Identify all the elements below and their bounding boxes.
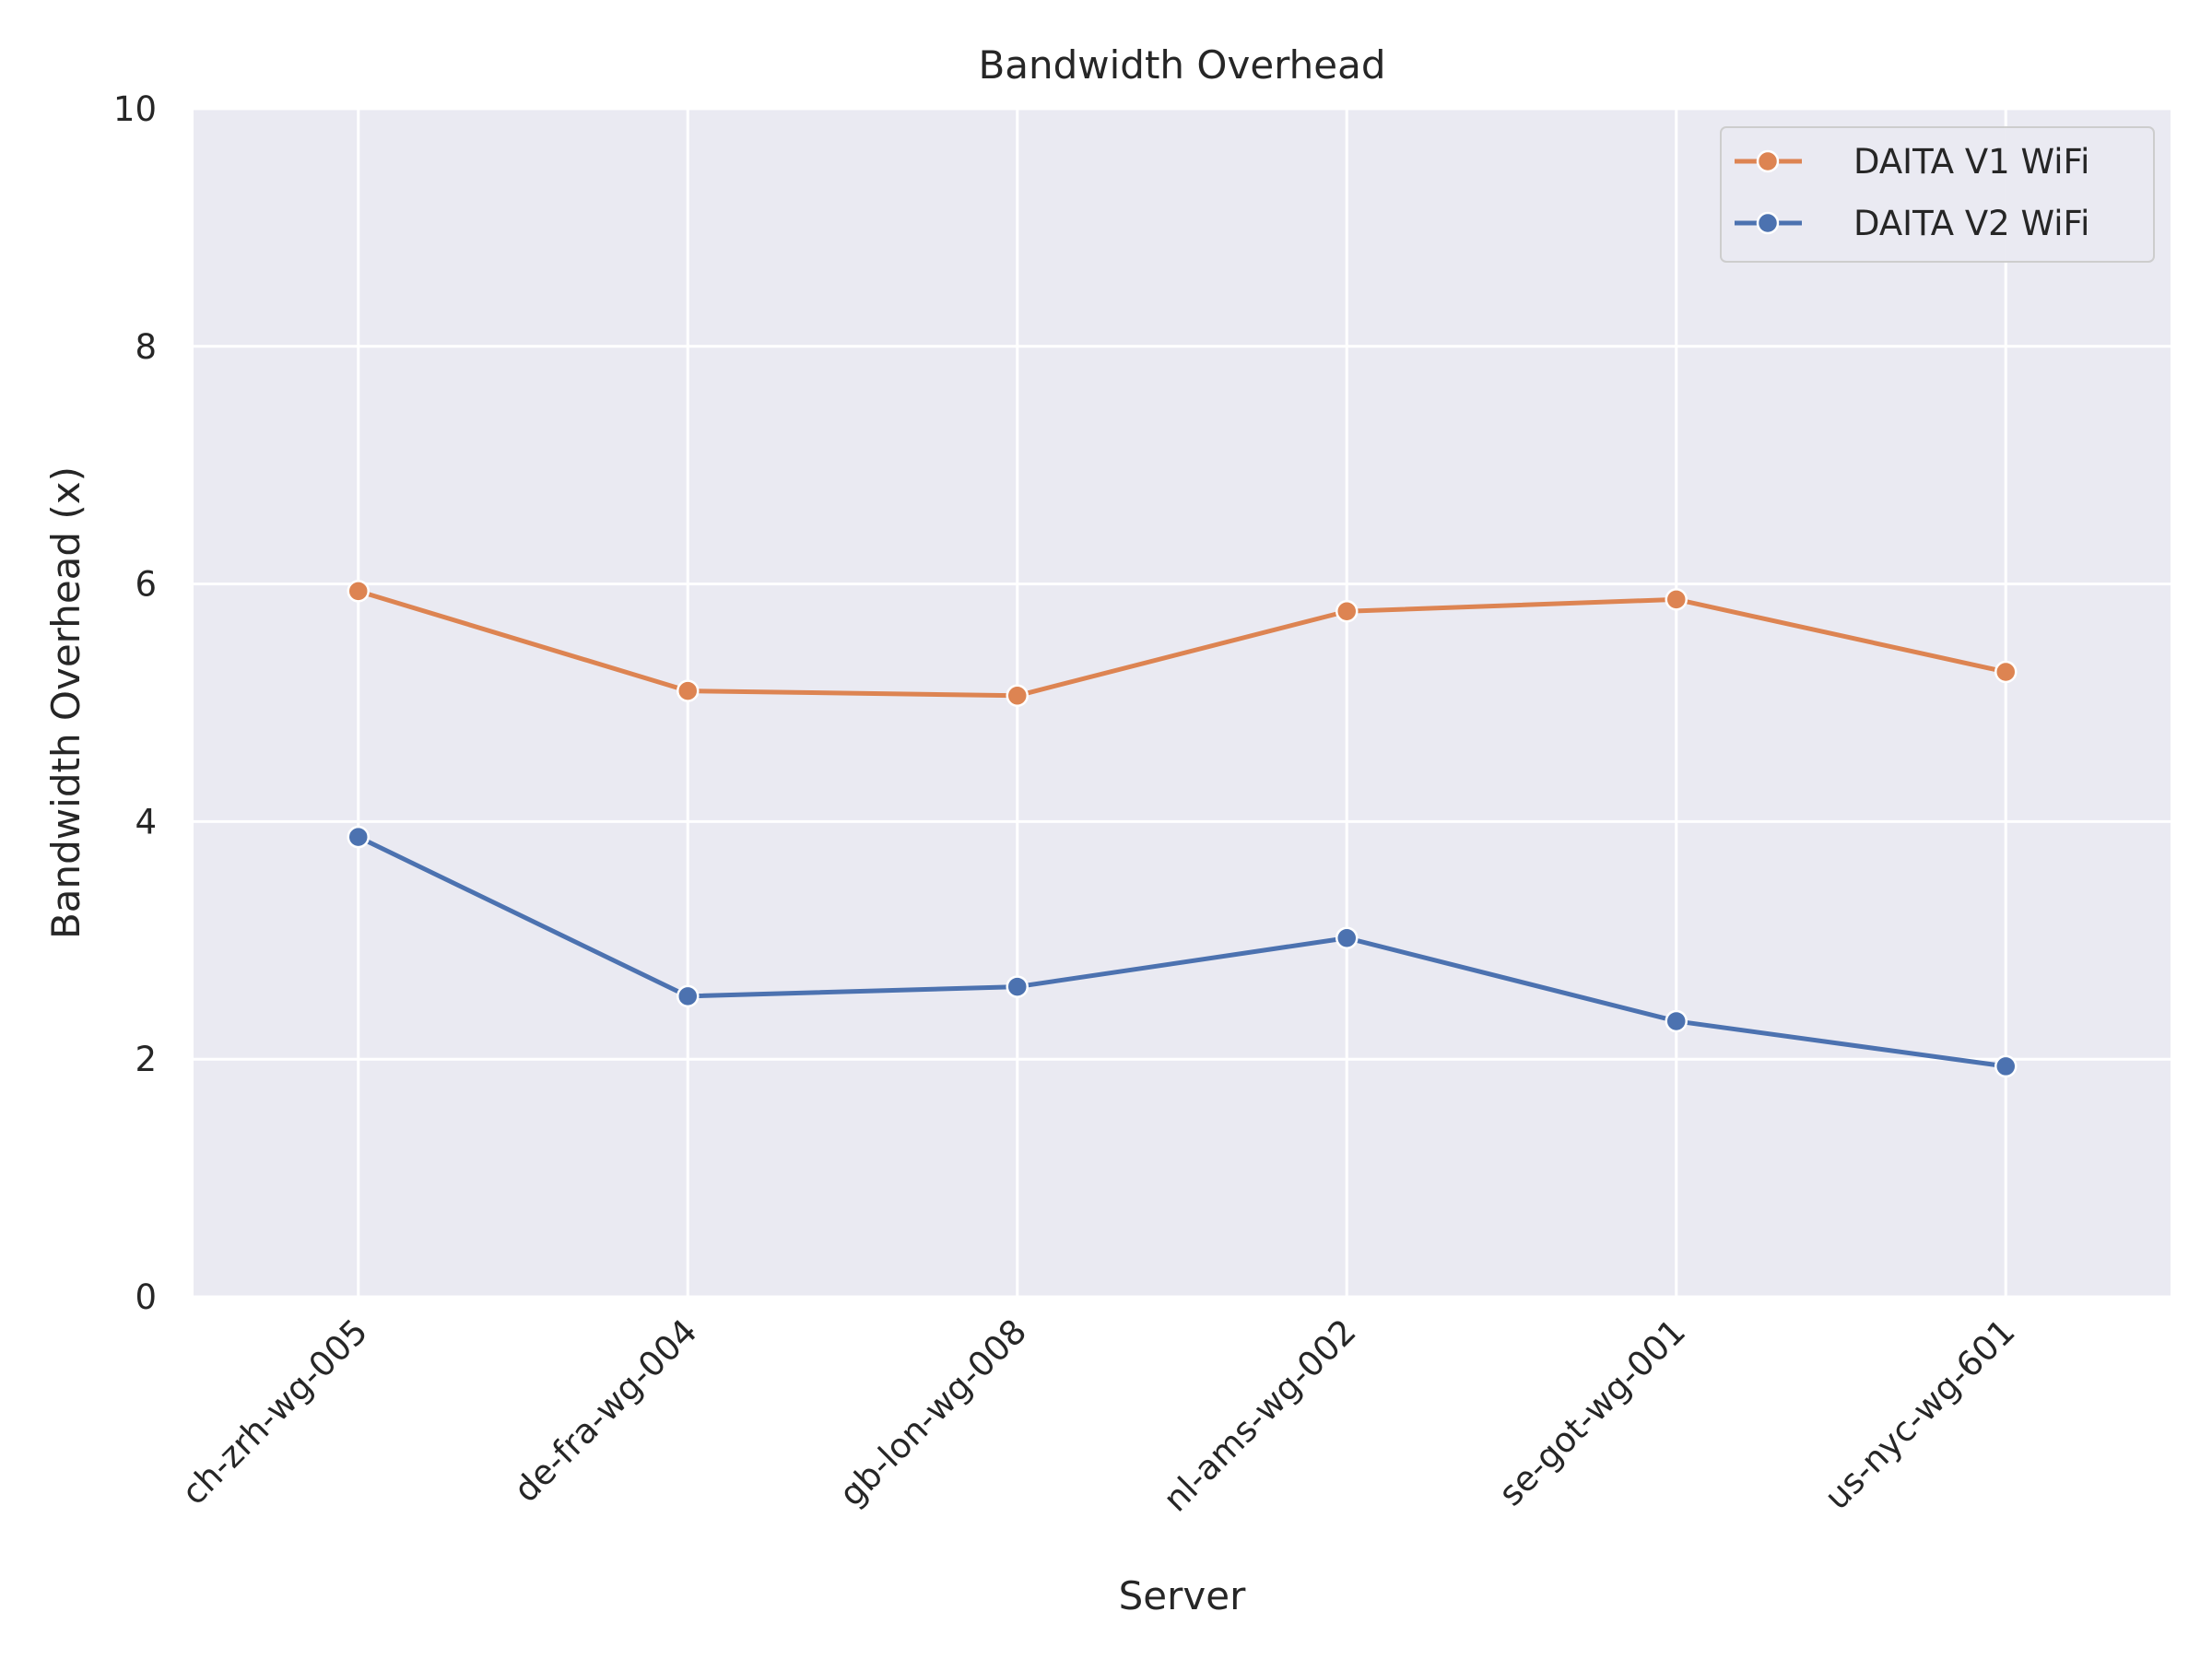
x-tick-label: de-fra-wg-004: [506, 1312, 704, 1510]
data-point: [347, 825, 370, 849]
data-point: [1335, 599, 1359, 623]
y-tick-label: 6: [135, 565, 157, 605]
x-tick-label: se-got-wg-001: [1491, 1312, 1693, 1513]
chart-title: Bandwidth Overhead: [978, 42, 1385, 88]
y-tick-label: 2: [135, 1040, 157, 1079]
x-tick-label: us-nyc-wg-601: [1817, 1312, 2022, 1517]
data-point: [677, 679, 700, 702]
data-point: [1994, 660, 2018, 684]
x-tick-label: gb-lon-wg-008: [831, 1312, 1034, 1514]
legend-marker: [1756, 149, 1780, 173]
y-tick-label: 0: [135, 1277, 157, 1317]
x-axis-label: Server: [1119, 1573, 1246, 1618]
y-tick-label: 4: [135, 802, 157, 841]
y-tick-label: 8: [135, 327, 157, 367]
x-tick-label: ch-zrh-wg-005: [174, 1312, 375, 1512]
legend-label: DAITA V2 WiFi: [1853, 204, 2089, 243]
y-axis-label: Bandwidth Overhead (x): [43, 466, 88, 939]
legend: DAITA V1 WiFi DAITA V2 WiFi: [1720, 126, 2155, 263]
data-point: [677, 984, 700, 1008]
plot-area: [194, 109, 2171, 1297]
series-line: [356, 834, 2008, 1069]
data-point: [1994, 1054, 2018, 1078]
data-point: [1665, 1009, 1688, 1033]
y-tick-label: 10: [113, 89, 157, 129]
data-point: [1665, 588, 1688, 611]
data-point: [347, 580, 370, 603]
legend-box: [1720, 126, 2155, 263]
legend-marker: [1756, 211, 1780, 235]
grid: [194, 107, 2171, 1299]
series-line: [356, 588, 2008, 699]
legend-label: DAITA V1 WiFi: [1853, 142, 2089, 182]
data-point: [1335, 926, 1359, 949]
data-point: [1006, 684, 1029, 708]
series-layer: [347, 580, 2018, 1078]
y-tick-labels: 0 2 4 6 8 10: [113, 89, 157, 1317]
data-point: [1006, 975, 1029, 998]
x-tick-labels: ch-zrh-wg-005 de-fra-wg-004 gb-lon-wg-008 n…: [174, 1312, 2023, 1520]
x-tick-label: nl-ams-wg-002: [1156, 1312, 1364, 1520]
